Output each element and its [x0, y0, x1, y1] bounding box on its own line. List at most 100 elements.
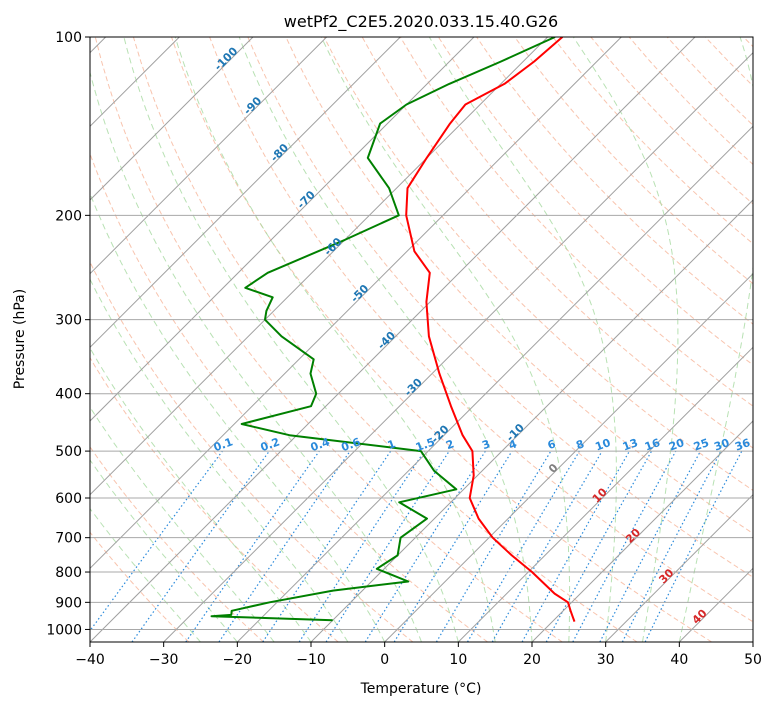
x-tick-label: −30: [149, 652, 179, 668]
y-tick-label: 400: [55, 387, 82, 403]
isotherm: [90, 37, 401, 349]
dry-adiabat: [90, 531, 190, 642]
mixing-ratio-label: 0.4: [309, 435, 332, 454]
moist-adiabat: [320, 37, 571, 642]
temperature-line: [405, 37, 576, 622]
y-tick-label: 300: [55, 313, 82, 329]
isotherm-label: -40: [375, 329, 398, 352]
mixing-ratio-line: [521, 450, 631, 642]
dry-adiabat: [171, 37, 712, 642]
isotherm: [752, 641, 753, 642]
isotherm-label: -60: [321, 235, 344, 258]
mixing-ratio-label: 3: [480, 437, 492, 452]
isotherm: [90, 37, 696, 642]
dewpoint-line: [210, 37, 556, 622]
x-tick-label: 20: [523, 652, 541, 668]
moist-adiabat: [174, 37, 496, 642]
dry-adiabat: [209, 37, 753, 623]
isotherm: [384, 272, 753, 642]
isotherm-label: -30: [402, 376, 425, 399]
moist-adiabat: [90, 192, 386, 642]
mixing-ratio-line: [599, 450, 702, 642]
isotherm: [236, 125, 753, 642]
mixing-ratio-line: [435, 450, 552, 642]
moist-adiabat: [90, 347, 312, 642]
dry-adiabat: [552, 37, 753, 245]
dry-adiabat: [399, 37, 753, 407]
mixing-ratio-line: [185, 450, 320, 642]
mixing-ratio-label: 0.2: [259, 435, 282, 454]
dry-adiabat: [514, 37, 753, 285]
dry-adiabat: [94, 37, 563, 642]
mixing-ratio-label: 13: [621, 436, 640, 453]
mixing-ratio-line: [298, 450, 425, 642]
plot-frame: [89, 36, 754, 643]
isotherm: [163, 51, 753, 642]
moist-adiabat: [90, 459, 238, 642]
moist-adiabat: [428, 37, 617, 642]
mixing-ratio-line: [131, 450, 270, 642]
x-tick-label: 10: [449, 652, 467, 668]
moist-adiabat: [123, 37, 459, 642]
moist-adiabat: [90, 406, 275, 642]
mixing-ratio-label: 8: [574, 437, 586, 452]
mixing-ratio-line: [572, 450, 677, 642]
moist-adiabat: [572, 37, 679, 642]
isotherm: [678, 567, 753, 642]
y-tick-label: 100: [55, 30, 82, 46]
mixing-ratio-label: 10: [593, 436, 612, 454]
x-axis-label: Temperature (°C): [360, 681, 482, 697]
isotherm: [605, 493, 753, 642]
mixing-ratio-line: [545, 450, 653, 642]
mixing-ratio-label: 25: [692, 436, 711, 453]
y-tick-label: 1000: [46, 622, 82, 638]
isotherm: [531, 420, 753, 642]
moist-adiabat: [90, 507, 201, 642]
mixing-ratio-label: 2: [444, 437, 456, 452]
mixing-ratio-label: 0.6: [340, 435, 363, 454]
moist-adiabat: [238, 37, 533, 642]
dry-adiabat: [285, 37, 753, 535]
dry-adiabat: [323, 37, 753, 491]
isotherm: [90, 37, 622, 570]
x-tick-label: −20: [223, 652, 253, 668]
x-tick-label: 40: [670, 652, 688, 668]
isotherm-label: -80: [268, 141, 291, 164]
isotherm-label: -50: [348, 282, 371, 305]
mixing-ratio-line: [644, 450, 743, 642]
mixing-ratio-label: 1.5: [414, 435, 437, 454]
moist-adiabat: [678, 37, 753, 642]
mixing-ratio-line: [218, 450, 351, 642]
mixing-ratio-line: [90, 450, 223, 632]
mixing-ratio-line: [393, 450, 513, 642]
dry-adiabat: [247, 37, 753, 578]
dry-adiabat: [704, 37, 753, 87]
isotherm: [90, 37, 328, 275]
isotherm-label: -90: [241, 94, 264, 117]
dry-adiabat: [90, 356, 339, 642]
isotherm: [90, 37, 254, 201]
dry-adiabat: [743, 37, 753, 48]
mixing-ratio-label: 30: [712, 436, 731, 454]
mixing-ratio-label: 36: [733, 436, 752, 454]
mixing-ratio-label: 6: [546, 437, 558, 452]
line-labels: -100-90-80-70-60-50-40-30-20 -10010203040…: [212, 44, 753, 626]
isotherm-label: -70: [295, 188, 318, 211]
x-tick-label: 50: [744, 652, 762, 668]
moist-adiabat: [90, 278, 349, 642]
isotherm-label: -100: [212, 44, 241, 73]
x-tick-label: −10: [296, 652, 326, 668]
y-axis: 100 200 300 400 500 600 700 800 900 1000: [46, 30, 90, 638]
isotherm: [310, 199, 753, 642]
x-axis: −40 −30 −20 −10 0 10 20 30 40 50: [75, 642, 762, 668]
isotherm: [457, 346, 753, 642]
moist-adiabat: [90, 70, 422, 642]
dry-adiabat: [590, 37, 753, 205]
dry-adiabat: [437, 37, 753, 366]
x-tick-label: 30: [597, 652, 615, 668]
mixing-ratio-line: [466, 450, 580, 642]
background-lines: [90, 37, 753, 642]
mixing-ratio-line: [325, 450, 450, 642]
dry-adiabat: [361, 37, 753, 449]
